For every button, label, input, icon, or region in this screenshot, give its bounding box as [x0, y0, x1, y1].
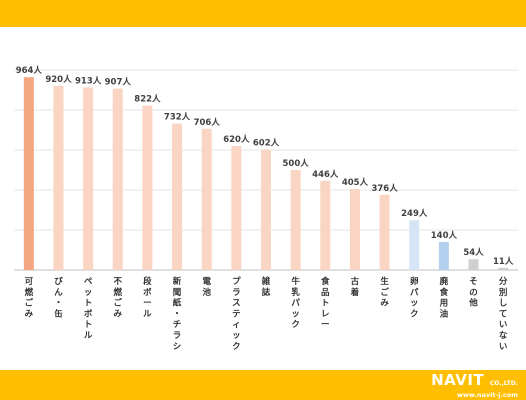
company-logo: NAVIT CO.,LTD. www.navit-j.com: [426, 371, 518, 400]
value-label: 54人: [463, 247, 484, 258]
bar: [438, 242, 449, 270]
bar: [112, 88, 123, 270]
bar: [83, 87, 94, 271]
value-label: 620人: [223, 134, 250, 145]
category-label: 可燃ごみ: [25, 277, 34, 319]
value-label: 706人: [194, 117, 221, 128]
logo-suffix: CO.,LTD.: [489, 380, 518, 387]
category-label: びん・缶: [54, 276, 63, 319]
bar: [379, 194, 390, 270]
category-label: 生ごみ: [380, 276, 389, 309]
category-label: その他: [468, 277, 478, 309]
bar: [23, 77, 34, 270]
value-label: 920人: [45, 74, 72, 85]
value-label: 964人: [16, 65, 43, 76]
category-label: 電池: [202, 277, 211, 298]
bar: [142, 105, 153, 270]
logo-name: NAVIT: [431, 371, 485, 389]
category-label: 分別していない: [498, 276, 508, 352]
bar: [231, 146, 242, 270]
value-label: 913人: [75, 75, 102, 86]
category-label: 雑誌: [261, 276, 271, 298]
bar: [349, 189, 360, 270]
value-label: 11人: [493, 256, 514, 267]
category-label: 牛乳パック: [291, 276, 300, 330]
value-label: 249人: [401, 208, 428, 219]
footer-banner: [0, 370, 526, 400]
bar: [290, 170, 301, 270]
category-label: 新聞紙・チラシ: [173, 276, 182, 352]
category-label: 卵パック: [410, 276, 419, 319]
value-label: 376人: [371, 183, 398, 194]
bar: [261, 149, 271, 270]
category-label: プラスティック: [232, 276, 241, 352]
bar: [53, 86, 64, 270]
top-banner: [0, 0, 526, 27]
category-label: 食品トレー: [321, 276, 330, 330]
bar: [468, 259, 479, 270]
bar: [498, 267, 509, 270]
bar: [320, 180, 331, 270]
category-label: 廃食用油: [439, 276, 449, 319]
value-label: 405人: [342, 177, 369, 188]
bars: [23, 77, 509, 271]
value-label: 822人: [134, 94, 161, 105]
category-label: 不燃ごみ: [114, 277, 123, 319]
logo-url: www.navit-j.com: [456, 391, 518, 399]
category-label: 古着: [350, 276, 360, 298]
value-label: 732人: [164, 112, 191, 123]
value-label: 446人: [312, 169, 339, 180]
category-label: ペットボトル: [84, 277, 93, 341]
bar: [409, 220, 420, 270]
value-label: 907人: [105, 77, 132, 88]
bar: [172, 123, 183, 270]
category-labels: 可燃ごみ びん・缶 ペットボトル 不燃ごみ 段ボール 新聞紙・チラシ 電池 プラスティック 雑誌…: [25, 276, 508, 352]
value-label: 602人: [253, 138, 280, 149]
category-label: 段ボール: [143, 276, 152, 319]
value-label: 500人: [283, 158, 310, 169]
bar: [201, 128, 212, 270]
value-label: 140人: [431, 230, 458, 241]
